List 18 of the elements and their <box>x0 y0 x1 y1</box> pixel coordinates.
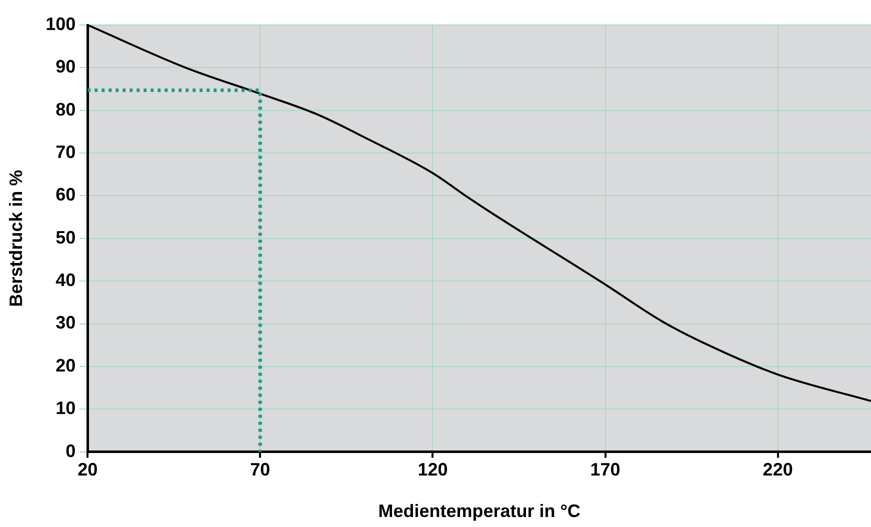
x-tick-label: 170 <box>590 460 620 480</box>
y-tick-label: 80 <box>56 99 76 120</box>
y-tick-label: 40 <box>56 270 76 290</box>
y-axis-title: Berstdruck in % <box>6 170 26 307</box>
x-axis-title: Medientemperatur in °C <box>378 501 580 522</box>
x-tick-label: 220 <box>762 460 793 480</box>
y-tick-label: 0 <box>66 440 76 461</box>
y-tick-label: 20 <box>56 355 76 376</box>
y-tick-label: 50 <box>56 227 76 248</box>
y-tick-label: 90 <box>56 56 76 77</box>
y-tick-label: 30 <box>56 312 76 333</box>
x-tick-label: 120 <box>418 460 448 480</box>
x-tick-label: 70 <box>250 460 270 480</box>
x-tick-label: 20 <box>78 460 98 480</box>
y-tick-label: 60 <box>56 184 76 205</box>
y-tick-label: 70 <box>56 142 76 162</box>
y-tick-label: 100 <box>46 14 76 34</box>
y-tick-label: 10 <box>56 398 76 418</box>
